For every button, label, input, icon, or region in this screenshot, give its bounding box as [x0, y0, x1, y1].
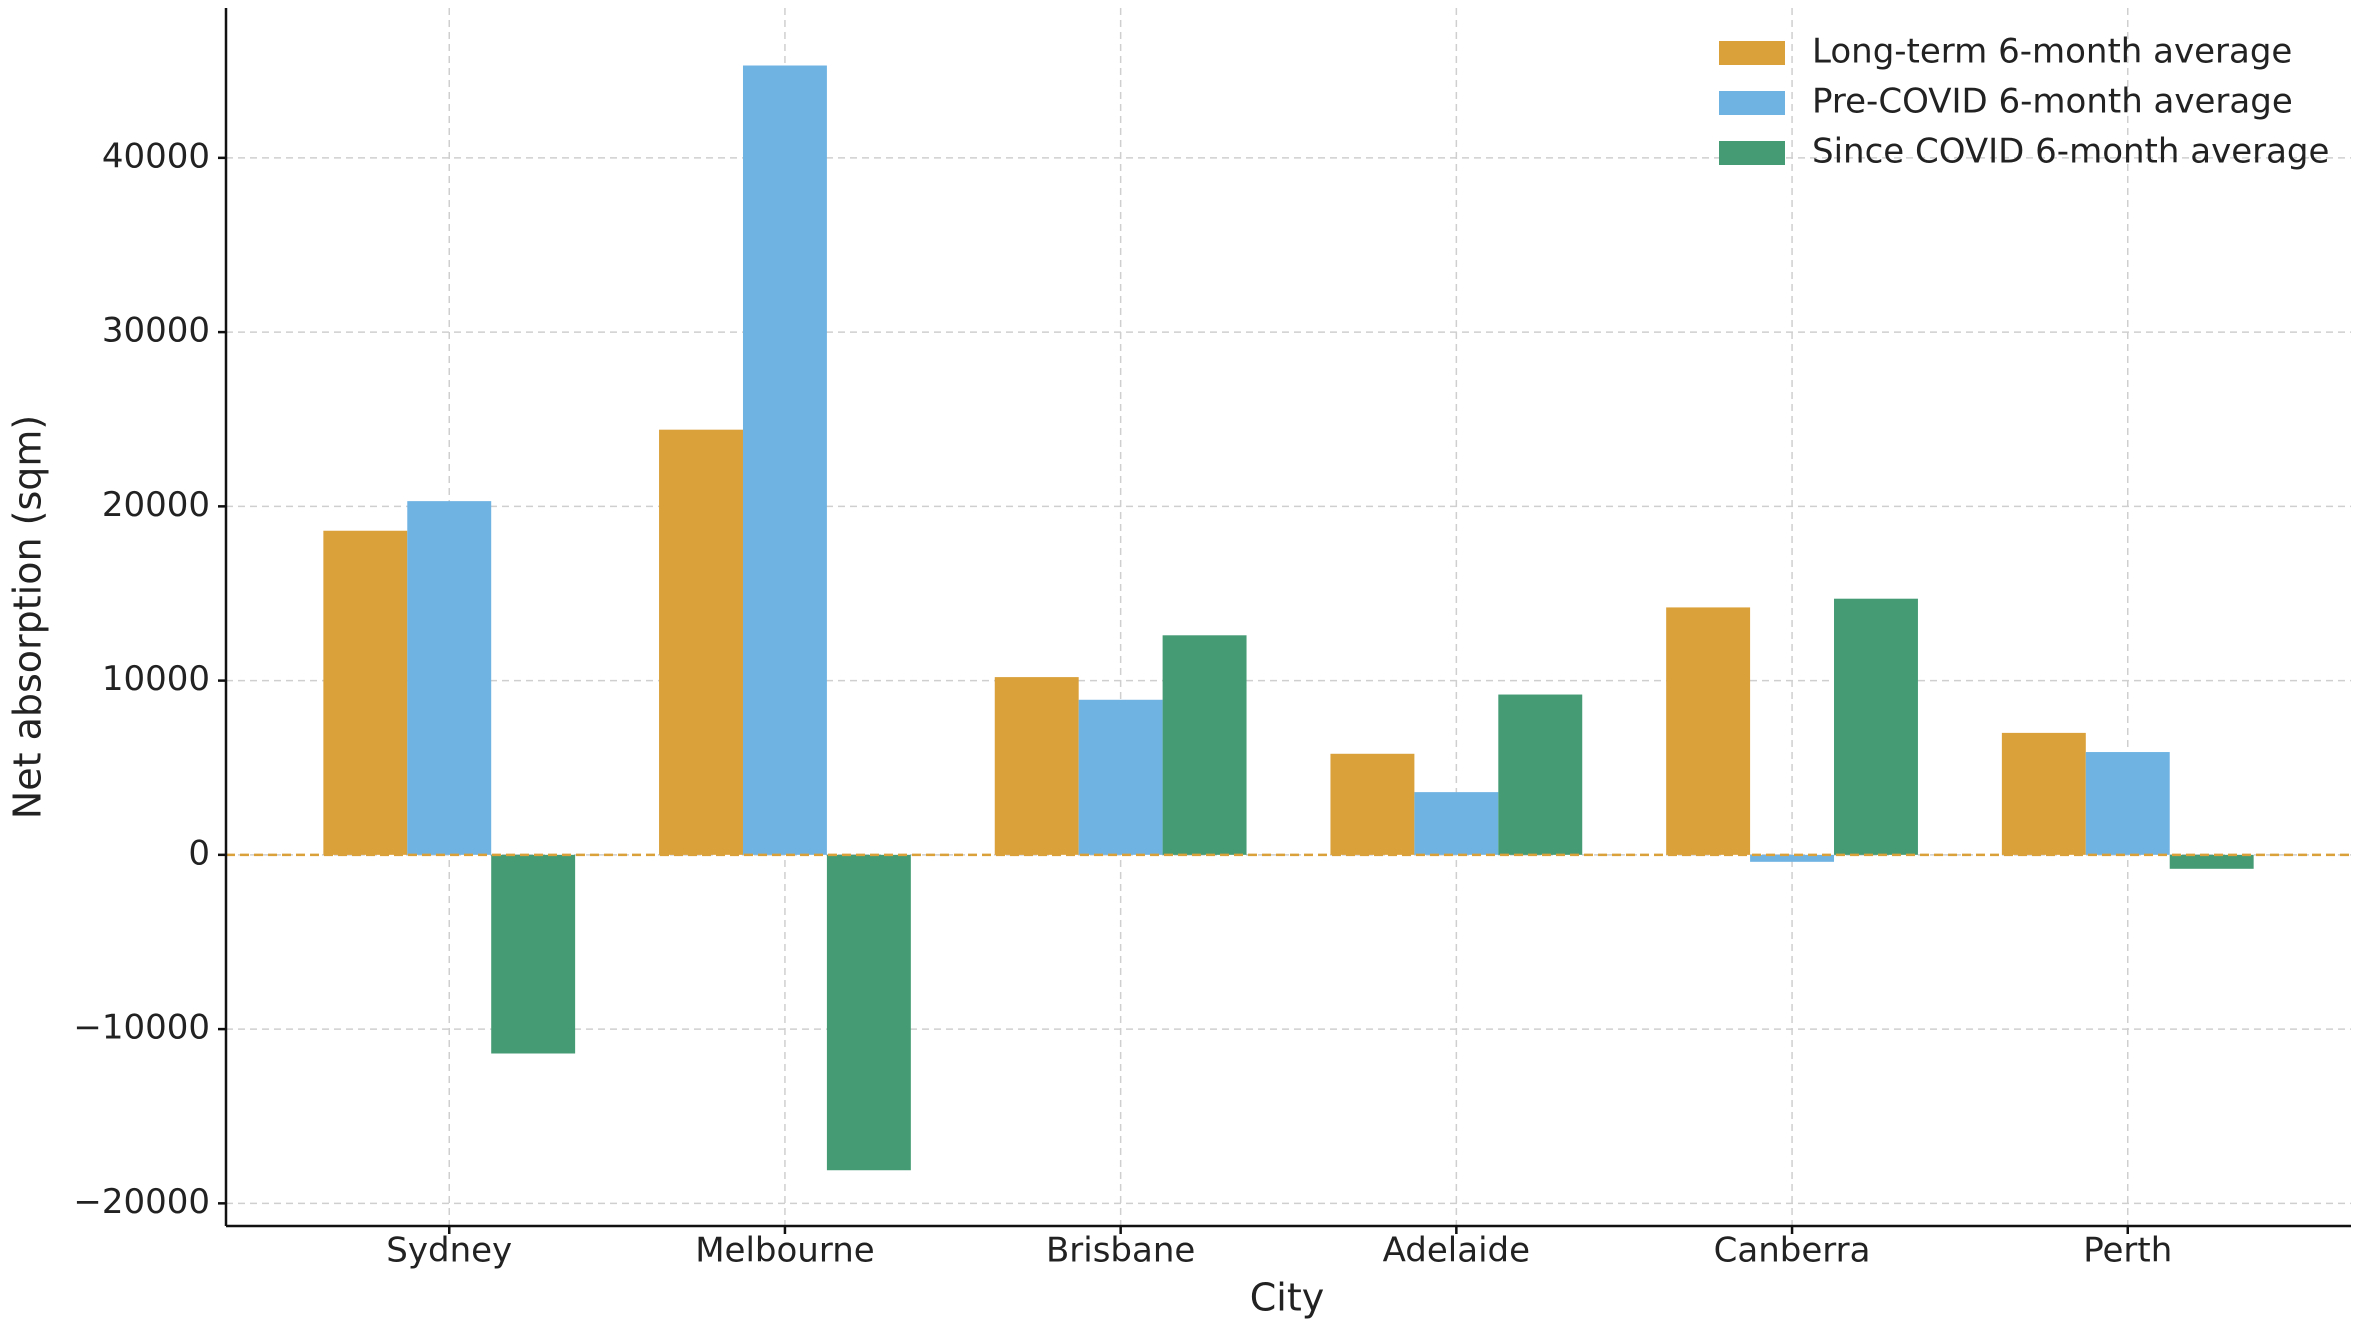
bar	[1414, 792, 1499, 855]
y-tick-label: −20000	[73, 1182, 210, 1222]
y-tick-label: 0	[188, 833, 210, 873]
bar	[2085, 752, 2170, 855]
bar	[1834, 598, 1918, 855]
bar	[1330, 753, 1415, 855]
bar	[1498, 694, 1583, 855]
bar	[1078, 699, 1163, 855]
y-tick-label: −10000	[73, 1008, 210, 1048]
x-axis-label: City	[1250, 1276, 1324, 1320]
bar	[1666, 607, 1751, 855]
bar	[1750, 854, 1835, 862]
y-tick-label: 40000	[102, 136, 210, 176]
bar	[2169, 854, 2254, 869]
x-tick-label: Sydney	[386, 1231, 512, 1271]
legend-swatch	[1719, 141, 1785, 165]
x-tick-label: Melbourne	[695, 1231, 874, 1271]
legend-label: Long-term 6-month average	[1812, 32, 2292, 72]
legend-label: Pre-COVID 6-month average	[1812, 82, 2293, 122]
x-tick-label: Adelaide	[1383, 1231, 1530, 1271]
x-tick-label: Canberra	[1714, 1231, 1871, 1271]
bar	[491, 854, 576, 1054]
bar	[323, 530, 408, 855]
bar	[659, 429, 743, 855]
legend-label: Since COVID 6-month average	[1812, 132, 2329, 172]
y-tick-label: 30000	[102, 311, 210, 351]
y-tick-label: 20000	[102, 485, 210, 525]
x-tick-label: Perth	[2083, 1231, 2172, 1271]
bar	[2001, 732, 2086, 855]
bar	[742, 65, 827, 855]
y-axis-label: Net absorption (sqm)	[6, 415, 50, 819]
bar	[1162, 635, 1247, 855]
legend-swatch	[1719, 41, 1785, 65]
x-tick-label: Brisbane	[1046, 1231, 1195, 1271]
bar	[994, 677, 1079, 855]
y-tick-label: 10000	[102, 659, 210, 699]
legend-swatch	[1719, 91, 1785, 115]
bar	[826, 854, 911, 1171]
bar	[407, 501, 492, 855]
